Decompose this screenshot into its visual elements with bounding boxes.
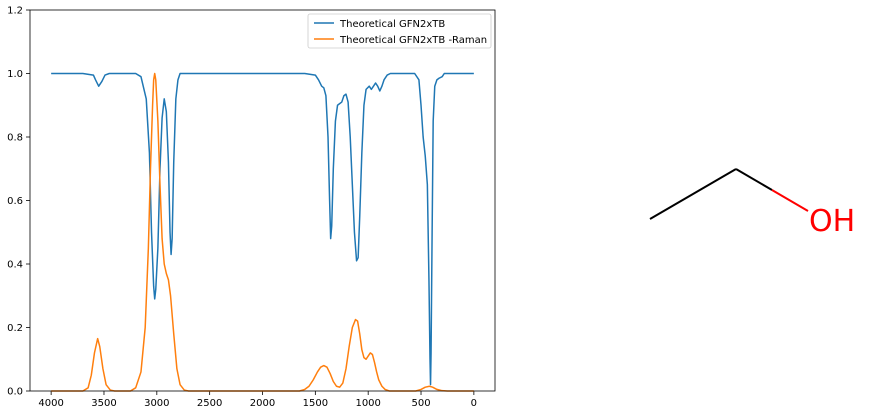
y-tick-label: 1.2	[7, 6, 23, 17]
bond-c2-o-carbon-half	[735, 168, 773, 191]
y-tick-label: 0.6	[7, 196, 23, 207]
legend-box	[307, 13, 492, 49]
bond-c1-c2	[649, 168, 737, 220]
legend-label-series-1: Theoretical GFN2xTB	[339, 19, 445, 30]
series-group	[51, 72, 474, 392]
x-tick-label: 2000	[250, 398, 275, 409]
legend: Theoretical GFN2xTB Theoretical GFN2xTB …	[307, 13, 492, 49]
legend-label-series-2: Theoretical GFN2xTB -Raman	[339, 35, 487, 46]
x-tick-label: 3000	[144, 398, 169, 409]
series-line-1	[51, 72, 474, 386]
x-tick-label: 500	[411, 398, 430, 409]
plot-frame	[29, 9, 496, 392]
y-tick-label: 0.2	[7, 323, 23, 334]
x-tick-label: 3500	[91, 398, 116, 409]
spectrum-chart: 4000 3500 3000 2500 2000 1500 1000 500 0 0.00.20…	[7, 6, 496, 409]
x-tick-label: 4000	[38, 398, 63, 409]
x-tick-label: 1500	[303, 398, 328, 409]
y-tick-label: 0.8	[7, 133, 23, 144]
y-tick-label: 0.0	[7, 387, 23, 398]
y-tick-label: 0.4	[7, 260, 23, 271]
x-tick-label: 0	[471, 398, 477, 409]
x-tick-label: 2500	[197, 398, 222, 409]
x-tick-label: 1000	[355, 398, 380, 409]
series-line-2	[51, 72, 474, 392]
bond-c2-o-oxygen-half	[771, 189, 809, 212]
oxygen-label: OH	[809, 204, 855, 239]
y-axis-ticks: 0.0 0.2 0.4 0.6 0.8 1.0 1.2	[7, 6, 30, 398]
x-axis-ticks: 4000 3500 3000 2500 2000 1500 1000 500 0	[38, 391, 477, 409]
ethanol-structure: OH	[649, 168, 855, 239]
y-tick-label: 1.0	[7, 69, 23, 80]
